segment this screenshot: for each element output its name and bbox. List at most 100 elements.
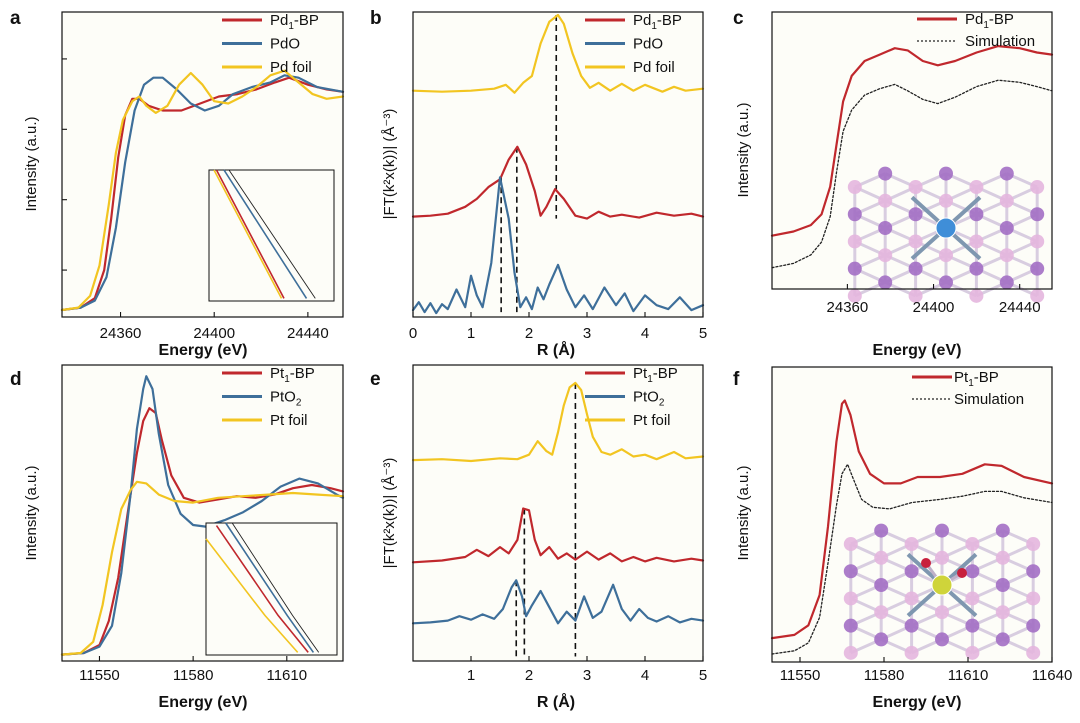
legend-entry: Pt foil: [633, 412, 671, 429]
legend-entry: PdO: [270, 36, 300, 53]
phosphorus-atom: [935, 605, 949, 620]
phosphorus-atom: [904, 591, 919, 606]
phosphorus-atom: [939, 275, 953, 290]
legend-entry: Pd1-BP: [965, 11, 1014, 31]
inset-curve: [223, 169, 308, 299]
panel-letter: c: [733, 8, 744, 29]
phosphorus-atom: [999, 221, 1014, 235]
phosphorus-atom: [874, 578, 889, 592]
panel-e: 1 2 3 4 5 R (Å) |FT(k²x(k))| (Å⁻³) e Pt1-BP PtO2 P…: [370, 364, 707, 711]
x-tick-label: 11550: [780, 667, 821, 684]
phosphorus-atom: [965, 591, 980, 606]
series-line-pt1-bp: [60, 407, 345, 656]
inset-curve: [231, 522, 320, 653]
phosphorus-atom: [843, 537, 858, 552]
x-tick-label: 5: [699, 667, 707, 684]
phosphorus-atom: [999, 248, 1014, 263]
x-tick-label: 3: [583, 667, 591, 684]
series-line-simulation: [771, 79, 1053, 269]
phosphorus-atom: [847, 234, 862, 249]
phosphorus-atom: [935, 632, 949, 647]
legend-entry: PtO2: [270, 389, 302, 409]
phosphorus-atom: [908, 180, 923, 195]
series-line-pd-foil: [411, 13, 705, 94]
phosphorus-atom: [1026, 537, 1041, 552]
inset-box: [208, 169, 335, 302]
phosphorus-atom: [878, 166, 893, 181]
phosphorus-atom: [847, 261, 862, 276]
panel-letter: f: [733, 369, 740, 390]
series-line-pt1-bp: [411, 507, 705, 564]
plot-area: [413, 365, 703, 661]
platinum-atom: [931, 574, 953, 596]
x-axis-label: Energy (eV): [873, 694, 962, 711]
phosphorus-atom: [904, 645, 919, 660]
series-line-pto2: [411, 579, 705, 625]
legend-entry: Pd foil: [633, 59, 675, 76]
phosphorus-atom: [995, 550, 1010, 565]
phosphorus-atom: [995, 605, 1010, 620]
phosphorus-atom: [1030, 180, 1045, 195]
phosphorus-atom: [1030, 261, 1045, 276]
phosphorus-atom: [908, 288, 923, 303]
phosphorus-atom: [908, 207, 923, 222]
y-axis-label: |FT(k²x(k))| (Å⁻³): [381, 458, 398, 569]
x-tick-label: 24400: [193, 325, 235, 342]
y-axis-label: Intensity (a.u.): [735, 102, 752, 197]
y-axis-label: Intensity (a.u.): [23, 116, 40, 211]
phosphorus-atom: [999, 166, 1014, 181]
inset-curve: [225, 522, 315, 653]
phosphorus-atom: [847, 288, 862, 303]
panel-f: 11550 11580 11610 11640 Energy (eV) Intensity…: [733, 366, 1072, 711]
phosphorus-atom: [1026, 564, 1041, 579]
panel-letter: d: [10, 369, 22, 390]
phosphorus-atom: [965, 537, 980, 552]
x-tick-label: 5: [699, 325, 707, 342]
phosphorus-atom: [843, 618, 858, 633]
phosphorus-atom: [878, 275, 893, 290]
series-line-pto2: [60, 375, 345, 656]
phosphorus-atom: [878, 248, 893, 263]
axes-frame: [412, 364, 704, 662]
x-tick-label: 24400: [913, 299, 955, 316]
y-axis-label: Intensity (a.u.): [23, 465, 40, 560]
x-tick-label: 3: [583, 325, 591, 342]
phosphorus-atom: [874, 632, 889, 647]
panel-c: 24360 24400 24440 Energy (eV) Intensity (a.u…: [733, 8, 1054, 359]
series-line-pt-foil: [411, 381, 705, 463]
axes-frame: [771, 366, 1053, 663]
y-axis-label: |FT(k²x(k))| (Å⁻³): [381, 109, 398, 220]
phosphorus-atom: [969, 207, 984, 222]
phosphorus-atom: [874, 523, 889, 538]
phosphorus-atom: [843, 564, 858, 579]
series-line-pt1-bp: [770, 399, 1054, 640]
legend-entry: Pt1-BP: [633, 365, 678, 385]
phosphorus-atom: [1026, 645, 1041, 660]
phosphorus-atom: [969, 288, 984, 303]
oxygen-atom: [957, 568, 967, 578]
axes-frame: [771, 11, 1053, 290]
x-tick-label: 2: [525, 325, 533, 342]
x-axis-label: R (Å): [537, 340, 575, 359]
phosphorus-atom: [1026, 618, 1041, 633]
phosphorus-atom: [965, 564, 980, 579]
x-tick-label: 11580: [864, 667, 905, 684]
palladium-atom: [935, 217, 957, 239]
series-line-pd-foil: [60, 69, 345, 312]
x-tick-label: 1: [467, 667, 475, 684]
inset-curve: [205, 538, 299, 653]
phosphorus-atom: [874, 550, 889, 565]
legend-entry: Pt1-BP: [954, 369, 999, 389]
series-line-pd1-bp: [411, 145, 705, 220]
structure-model: [843, 523, 1041, 660]
phosphorus-atom: [847, 207, 862, 222]
phosphorus-atom: [874, 605, 889, 620]
x-tick-label: 24360: [100, 325, 142, 342]
axes-frame: [61, 11, 344, 318]
phosphorus-atom: [935, 523, 949, 538]
legend-entry: Pd foil: [270, 59, 312, 76]
series-line-pdo: [411, 176, 705, 315]
phosphorus-atom: [1030, 288, 1045, 303]
panel-a: 24360 24400 24440 Energy (eV) Intensity (a.u…: [10, 8, 345, 359]
